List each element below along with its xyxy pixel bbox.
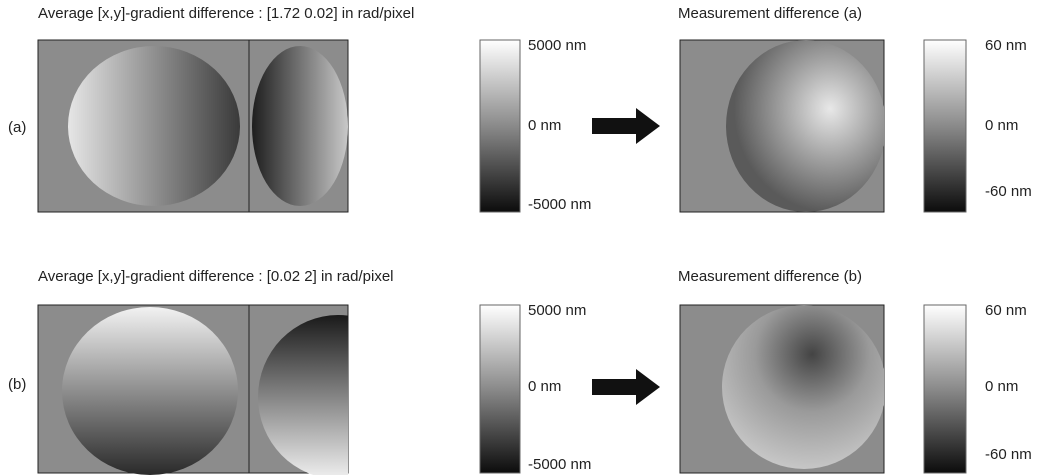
colorbar (480, 40, 520, 212)
gradient-image (252, 46, 348, 206)
colorbar (924, 305, 966, 473)
colorbar-label: -60 nm (985, 446, 1032, 463)
colorbar-label: -5000 nm (528, 196, 591, 213)
colorbar (924, 40, 966, 212)
colorbar-label: -5000 nm (528, 456, 591, 473)
colorbar-label: 0 nm (528, 117, 561, 134)
panel-title: Average [x,y]-gradient difference : [1.7… (38, 5, 414, 22)
panel-title: Measurement difference (b) (678, 268, 862, 285)
gradient-image (68, 46, 240, 206)
colorbar-label: 0 nm (985, 117, 1018, 134)
colorbar-label: 0 nm (528, 378, 561, 395)
colorbar-label: 60 nm (985, 37, 1027, 54)
page: (a) Average [x,y]-gradient difference : … (0, 0, 1050, 475)
figure: (a) Average [x,y]-gradient difference : … (0, 0, 1050, 475)
colorbar-label: 0 nm (985, 378, 1018, 395)
gradient-image (62, 307, 238, 475)
colorbar-label: -60 nm (985, 183, 1032, 200)
measurement-image (726, 40, 886, 212)
gradient-image (258, 315, 418, 475)
arrow (592, 108, 660, 144)
panel-title: Measurement difference (a) (678, 5, 862, 22)
row-label: (b) (8, 376, 26, 393)
colorbar (480, 305, 520, 473)
measurement-image (722, 305, 886, 469)
panel-title: Average [x,y]-gradient difference : [0.0… (38, 268, 394, 285)
colorbar-label: 60 nm (985, 302, 1027, 319)
row-label: (a) (8, 119, 26, 136)
row-b: (b) Average [x,y]-gradient difference : … (8, 268, 1032, 475)
arrow (592, 369, 660, 405)
colorbar-label: 5000 nm (528, 37, 586, 54)
colorbar-label: 5000 nm (528, 302, 586, 319)
row-a: (a) Average [x,y]-gradient difference : … (8, 5, 1032, 213)
